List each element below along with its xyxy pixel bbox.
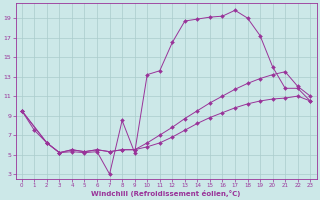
- X-axis label: Windchill (Refroidissement éolien,°C): Windchill (Refroidissement éolien,°C): [91, 190, 241, 197]
